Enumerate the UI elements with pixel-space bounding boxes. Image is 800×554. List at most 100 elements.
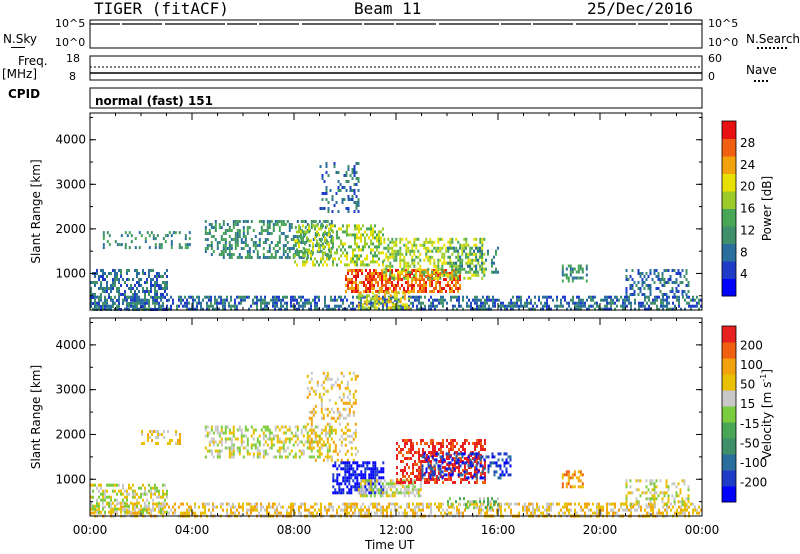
echo-cell: [168, 307, 170, 311]
echo-cell: [381, 281, 383, 284]
echo-cell: [405, 252, 408, 256]
echo-cell: [481, 261, 483, 265]
echo-cell: [487, 249, 489, 253]
echo-cell: [445, 278, 447, 281]
echo-cell: [402, 454, 404, 457]
echo-cell: [250, 304, 252, 308]
echo-cell: [423, 287, 425, 290]
echo-cell: [461, 264, 463, 268]
echo-cell: [387, 494, 390, 498]
echo-cell: [102, 231, 105, 235]
echo-cell: [375, 491, 378, 495]
echo-cell: [457, 270, 460, 274]
echo-cell: [435, 246, 438, 250]
echo-cell: [342, 251, 344, 255]
echo-cell: [172, 231, 175, 235]
echo-cell: [459, 278, 461, 281]
echo-cell: [124, 504, 126, 508]
echo-cell: [126, 498, 128, 502]
echo-cell: [435, 284, 437, 287]
echo-cell: [168, 231, 171, 235]
echo-cell: [332, 260, 334, 264]
echo-cell: [612, 298, 614, 302]
echo-cell: [336, 248, 338, 252]
echo-cell: [459, 264, 461, 268]
echo-cell: [387, 300, 390, 304]
echo-cell: [186, 511, 188, 515]
echo-cell: [344, 508, 346, 512]
echo-cell: [216, 455, 219, 459]
echo-cell: [369, 272, 371, 275]
echo-cell: [290, 223, 293, 226]
echo-cell: [118, 290, 120, 293]
echo-cell: [142, 492, 144, 496]
echo-cell: [662, 304, 664, 308]
echo-cell: [423, 278, 425, 281]
echo-cell: [282, 440, 285, 444]
echo-cell: [114, 284, 116, 287]
echo-cell: [144, 489, 146, 493]
echo-cell: [479, 252, 482, 256]
echo-cell: [324, 236, 326, 240]
echo-cell: [206, 449, 209, 453]
echo-cell: [354, 485, 357, 489]
echo-cell: [389, 246, 392, 250]
echo-cell: [462, 448, 464, 451]
echo-cell: [156, 504, 158, 508]
echo-cell: [374, 236, 376, 240]
echo-cell: [234, 304, 236, 308]
echo-cell: [306, 434, 309, 438]
echo-cell: [274, 502, 276, 506]
echo-cell: [681, 290, 684, 293]
echo-cell: [403, 264, 406, 268]
echo-cell: [179, 439, 181, 442]
echo-cell: [194, 502, 196, 506]
echo-cell: [246, 232, 249, 235]
echo-cell: [120, 507, 122, 511]
echo-cell: [236, 229, 239, 232]
echo-cell: [418, 478, 420, 481]
echo-cell: [298, 307, 300, 311]
echo-cell: [357, 303, 360, 307]
echo-cell: [318, 220, 321, 223]
echo-cell: [142, 290, 144, 293]
echo-cell: [546, 502, 548, 506]
echo-cell: [134, 489, 136, 493]
echo-cell: [379, 272, 381, 275]
echo-cell: [431, 243, 434, 247]
echo-cell: [429, 258, 432, 262]
nsky-tick-bottom: 10^0: [55, 36, 86, 49]
echo-cell: [294, 260, 296, 264]
echo-cell: [104, 290, 106, 293]
echo-cell: [332, 440, 335, 444]
echo-cell: [296, 307, 298, 311]
echo-cell: [170, 295, 172, 299]
echo-cell: [443, 272, 445, 275]
echo-cell: [376, 236, 378, 240]
echo-cell: [610, 304, 612, 308]
echo-cell: [568, 301, 570, 305]
echo-cell: [286, 508, 288, 512]
echo-cell: [373, 482, 376, 486]
echo-cell: [468, 442, 470, 445]
echo-cell: [242, 295, 244, 299]
echo-cell: [508, 502, 510, 506]
echo-cell: [396, 472, 398, 475]
echo-cell: [272, 434, 275, 438]
echo-cell: [350, 434, 353, 438]
echo-cell: [274, 223, 277, 226]
echo-cell: [367, 294, 370, 298]
echo-cell: [550, 295, 552, 299]
echo-cell: [420, 463, 422, 466]
echo-cell: [316, 301, 318, 305]
echo-cell: [416, 295, 418, 299]
echo-cell: [423, 258, 426, 262]
echo-cell: [178, 243, 181, 247]
echo-cell: [352, 413, 355, 417]
echo-cell: [644, 298, 646, 302]
echo-cell: [242, 229, 245, 232]
echo-cell: [256, 301, 258, 305]
echo-cell: [92, 302, 94, 305]
echo-cell: [461, 243, 464, 247]
echo-cell: [262, 301, 264, 305]
